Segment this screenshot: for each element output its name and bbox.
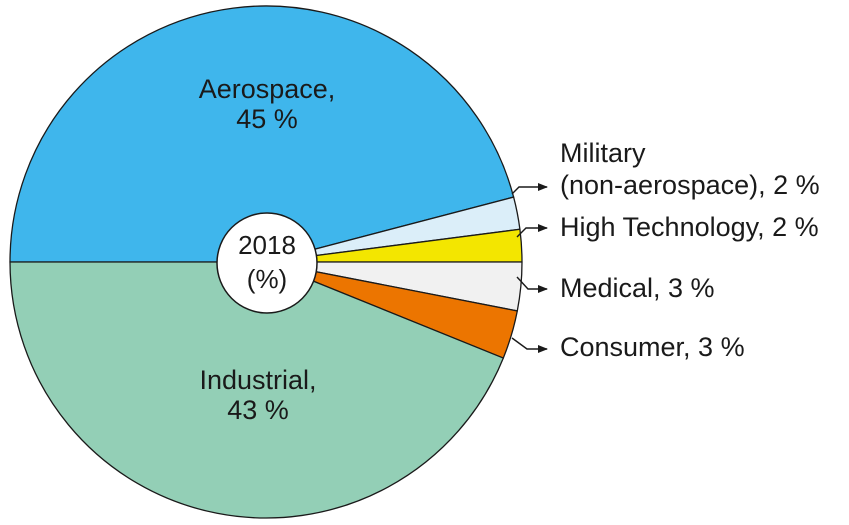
slice-label-high-technology: High Technology, 2 %: [560, 212, 819, 242]
center-unit-label: (%): [247, 264, 287, 294]
slices-layer: [9, 5, 523, 519]
slice-label-industrial-value: 43 %: [227, 395, 289, 425]
slice-label-medical: Medical, 3 %: [560, 273, 715, 303]
pie-slice-aerospace: [9, 5, 515, 263]
pie-slice-industrial: [9, 261, 504, 519]
leader-line-high-technology: [516, 224, 548, 238]
slice-label-military-non-aerospace-line-2: (non-aerospace), 2 %: [560, 170, 820, 200]
leader-lines-layer: [511, 183, 548, 353]
leader-line-consumer: [511, 337, 548, 353]
leader-line-medical: [516, 276, 548, 293]
center-badge: 2018 (%): [216, 212, 318, 314]
center-year-label: 2018: [238, 230, 296, 260]
slice-label-industrial-name: Industrial,: [199, 365, 316, 395]
labels-layer: Aerospace,45 % Military(non-aerospace), 2…: [199, 74, 820, 425]
slice-label-military-non-aerospace-line-1: Military: [560, 138, 646, 168]
slice-label-aerospace-value: 45 %: [236, 104, 298, 134]
slice-label-aerospace-name: Aerospace,: [199, 74, 336, 104]
center-circle: [216, 212, 318, 314]
slice-label-consumer: Consumer, 3 %: [560, 332, 745, 362]
leader-line-military-non-aerospace: [511, 183, 548, 195]
